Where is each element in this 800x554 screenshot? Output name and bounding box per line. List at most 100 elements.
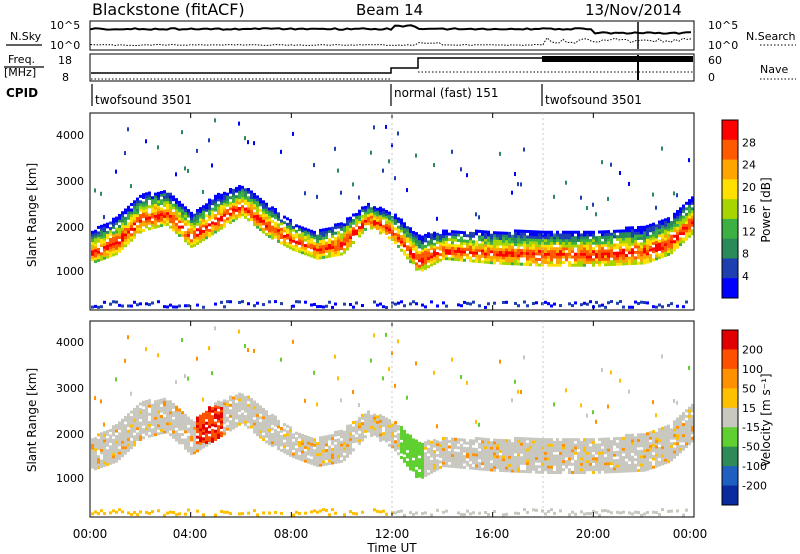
power-cell bbox=[376, 210, 379, 214]
power-cell bbox=[571, 230, 574, 234]
power-cell bbox=[658, 239, 661, 243]
velocity-cell bbox=[634, 510, 637, 514]
velocity-cell bbox=[289, 431, 292, 435]
velocity-cell bbox=[448, 456, 451, 460]
velocity-cell bbox=[487, 446, 490, 450]
velocity-cell bbox=[373, 508, 376, 512]
power-cell bbox=[523, 240, 526, 244]
velocity-cell bbox=[472, 439, 475, 443]
power-cell bbox=[406, 253, 409, 257]
velocity-cell bbox=[184, 374, 186, 379]
velocity-cell bbox=[118, 424, 121, 428]
velocity-cell bbox=[187, 435, 190, 439]
velocity-cell bbox=[493, 460, 496, 464]
power-cell bbox=[214, 225, 217, 229]
power-cell bbox=[142, 220, 145, 224]
velocity-cell bbox=[163, 430, 166, 434]
velocity-cell bbox=[415, 442, 418, 446]
velocity-cell bbox=[526, 510, 529, 514]
power-cell bbox=[235, 206, 238, 210]
power-cell bbox=[142, 223, 145, 227]
velocity-cell bbox=[124, 418, 127, 422]
velocity-cell bbox=[436, 453, 439, 457]
velocity-cell bbox=[691, 425, 694, 429]
velocity-cell bbox=[574, 443, 577, 447]
power-cell bbox=[664, 218, 667, 222]
velocity-cell bbox=[451, 440, 454, 444]
power-cell bbox=[676, 229, 679, 233]
velocity-cell bbox=[670, 455, 673, 459]
velocity-cell bbox=[445, 437, 448, 441]
velocity-cell bbox=[688, 417, 691, 421]
velocity-cell bbox=[670, 447, 673, 451]
velocity-cell bbox=[445, 456, 448, 460]
power-cell bbox=[244, 136, 246, 141]
power-cell bbox=[235, 208, 238, 212]
velocity-cell bbox=[259, 432, 262, 436]
power-cell bbox=[433, 234, 436, 238]
power-cell bbox=[397, 301, 400, 305]
power-cell bbox=[103, 231, 106, 235]
power-cell bbox=[169, 303, 172, 307]
velocity-cell bbox=[286, 432, 289, 436]
power-cell bbox=[271, 236, 274, 240]
power-cell bbox=[646, 255, 649, 259]
power-cell bbox=[676, 212, 679, 216]
power-cell bbox=[598, 236, 601, 240]
velocity-cell bbox=[550, 454, 553, 458]
power-cell bbox=[268, 212, 271, 216]
power-cell bbox=[487, 249, 490, 253]
velocity-cell bbox=[199, 447, 202, 451]
power-cell bbox=[550, 258, 553, 262]
power-cell bbox=[415, 232, 418, 236]
velocity-cell bbox=[103, 444, 106, 448]
velocity-cell bbox=[325, 440, 328, 444]
velocity-cell bbox=[136, 513, 139, 517]
power-cell bbox=[304, 300, 307, 304]
velocity-cell bbox=[655, 511, 658, 515]
velocity-cell bbox=[190, 449, 193, 453]
velocity-cell bbox=[343, 447, 346, 451]
velocity-cell bbox=[340, 446, 343, 450]
velocity-cell bbox=[556, 470, 559, 474]
velocity-cell bbox=[526, 461, 529, 465]
velocity-cell bbox=[253, 422, 256, 426]
power-cell bbox=[115, 249, 118, 253]
power-cell bbox=[604, 238, 607, 242]
power-cell bbox=[358, 226, 361, 230]
power-cell bbox=[610, 238, 613, 242]
power-cell bbox=[415, 245, 418, 249]
velocity-cell bbox=[469, 439, 472, 443]
velocity-cell bbox=[421, 453, 424, 457]
power-cell bbox=[583, 244, 586, 248]
velocity-cell bbox=[304, 437, 307, 441]
power-cell bbox=[337, 242, 340, 246]
power-cell bbox=[283, 234, 286, 238]
velocity-cell bbox=[127, 429, 130, 433]
power-cell bbox=[544, 244, 547, 248]
velocity-cell bbox=[550, 465, 553, 469]
power-cell bbox=[631, 253, 634, 257]
power-cell bbox=[556, 260, 559, 264]
power-cell bbox=[133, 200, 136, 204]
power-cell bbox=[394, 221, 397, 225]
power-cell bbox=[526, 235, 529, 239]
velocity-cell bbox=[388, 443, 391, 447]
power-cell bbox=[406, 188, 408, 193]
velocity-cell bbox=[178, 441, 181, 445]
velocity-cell bbox=[475, 464, 478, 468]
velocity-cell bbox=[502, 458, 505, 462]
power-cell bbox=[148, 197, 151, 201]
velocity-cell bbox=[559, 468, 562, 472]
velocity-cell bbox=[640, 452, 643, 456]
power-cell bbox=[412, 261, 415, 265]
velocity-cell bbox=[268, 431, 271, 435]
velocity-cell bbox=[334, 511, 337, 515]
power-cell bbox=[532, 246, 535, 250]
velocity-cell bbox=[622, 439, 625, 443]
power-cell bbox=[157, 224, 160, 228]
power-cell bbox=[490, 255, 493, 259]
power-cell bbox=[427, 254, 430, 258]
velocity-cell bbox=[289, 451, 292, 455]
velocity-cell bbox=[310, 442, 313, 446]
